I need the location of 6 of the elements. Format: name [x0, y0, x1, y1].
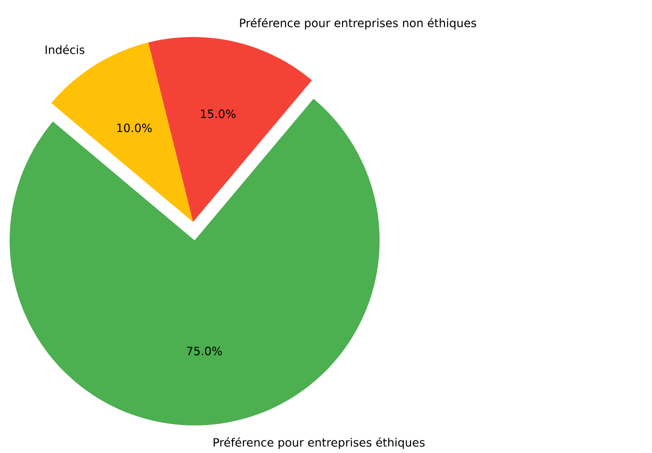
slice-label: Préférence pour entreprises éthiques: [214, 437, 425, 449]
data-label: 15.0%: [201, 110, 236, 118]
data-label: 10.0%: [117, 124, 152, 132]
data-label: 75.0%: [187, 346, 222, 356]
slice-label: Indécis: [46, 44, 84, 54]
slice-label: Préférence pour entreprises non éthiques: [240, 18, 476, 30]
